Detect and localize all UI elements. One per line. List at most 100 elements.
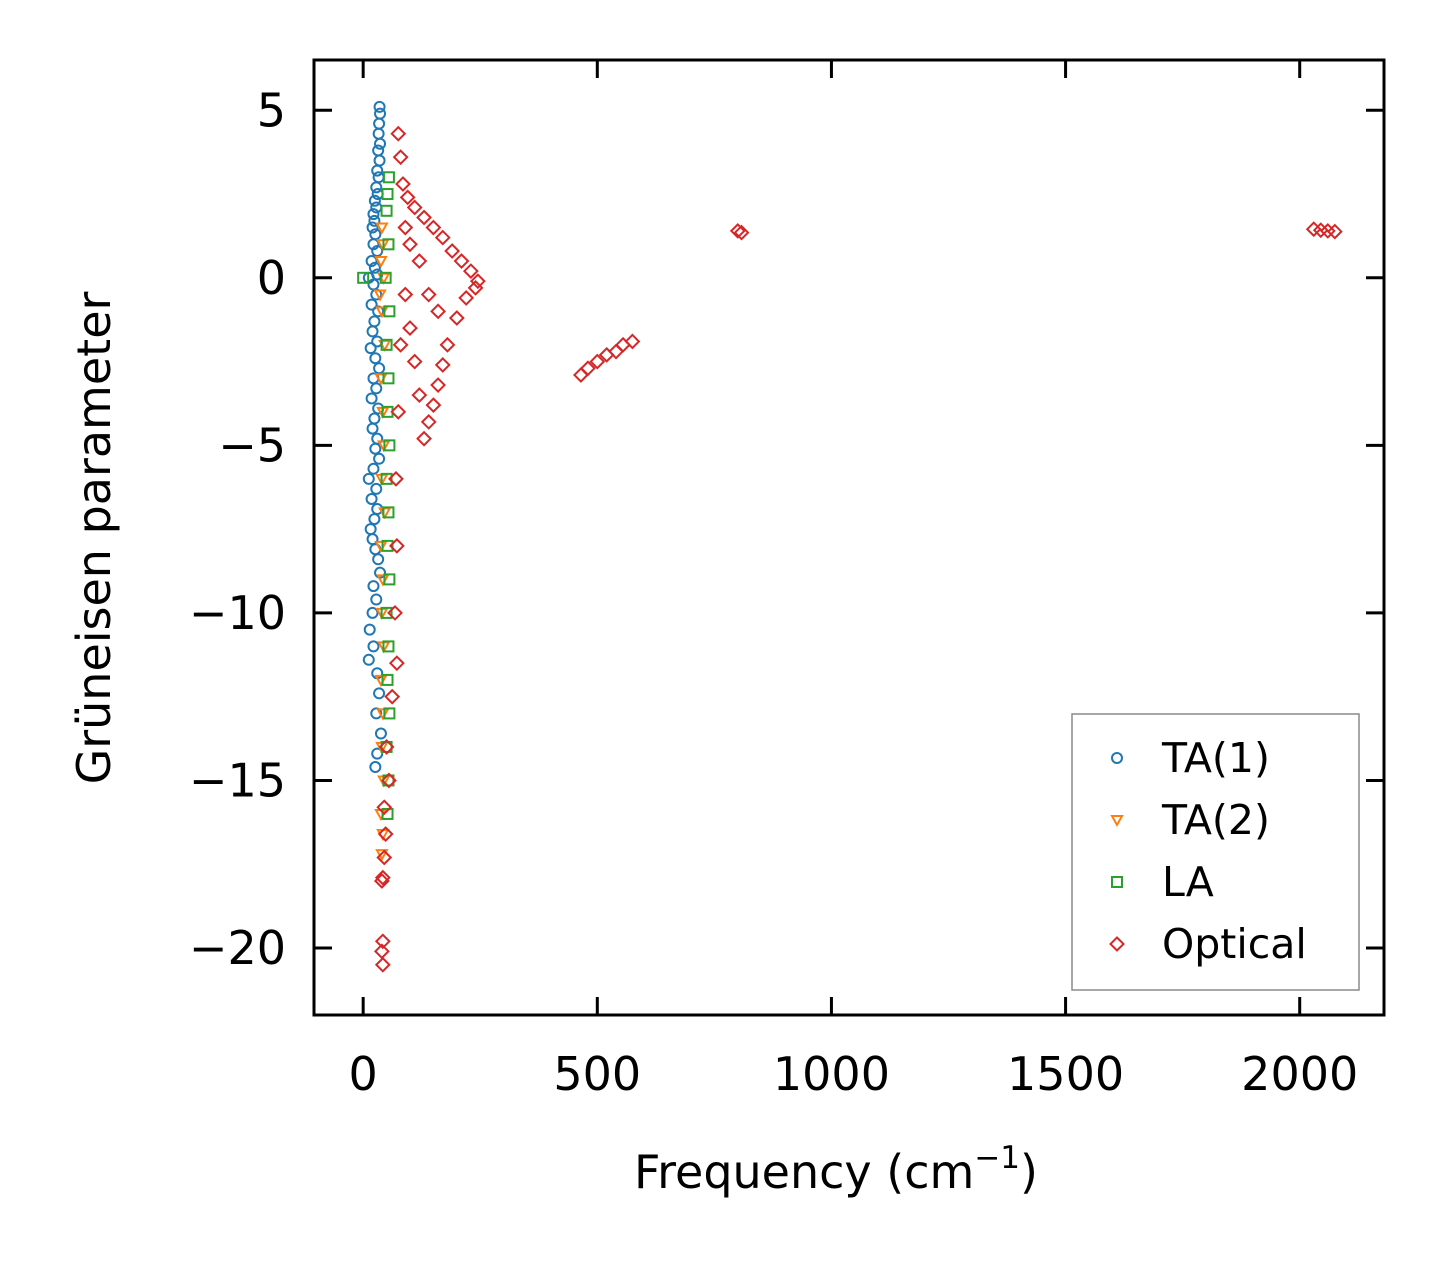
legend-label-ta-2: TA(2)	[1161, 796, 1270, 844]
point-ta-1	[365, 392, 378, 405]
point-la	[380, 740, 393, 753]
point-optical	[399, 189, 416, 206]
x-tick-label: 1500	[1007, 1047, 1124, 1101]
point-optical	[434, 357, 451, 373]
point-la	[382, 506, 395, 519]
point-optical	[406, 353, 423, 370]
point-optical	[378, 739, 395, 755]
point-ta-1	[368, 194, 381, 207]
y-tick-label: −5	[218, 418, 286, 472]
point-ta-2	[374, 256, 388, 269]
point-ta-1	[366, 422, 379, 435]
point-optical	[377, 826, 394, 842]
point-ta-1	[367, 462, 380, 475]
legend-marker-optical	[1109, 936, 1125, 952]
point-ta-2	[373, 289, 387, 302]
y-axis-label: Grüneisen parameter	[67, 291, 121, 784]
point-optical	[580, 360, 596, 377]
legend: TA(1) TA(2) LA Optical	[1071, 713, 1360, 991]
point-optical	[573, 367, 589, 383]
point-ta-1	[371, 747, 384, 760]
point-optical	[430, 377, 447, 393]
point-la	[382, 171, 395, 184]
point-optical	[388, 655, 405, 672]
point-optical	[453, 253, 470, 269]
point-optical	[469, 273, 486, 290]
point-ta-1	[369, 761, 382, 774]
point-optical	[376, 849, 393, 866]
point-ta-1	[370, 593, 383, 606]
point-la	[383, 573, 396, 586]
point-ta-1	[370, 482, 383, 495]
x-axis-label-close: )	[1020, 1145, 1038, 1199]
point-optical	[434, 229, 451, 246]
plot-frame	[312, 58, 1386, 1017]
point-optical	[376, 799, 393, 816]
x-axis-label-superscript: −1	[974, 1140, 1020, 1176]
y-tick-label: −10	[189, 586, 286, 640]
point-ta-1	[374, 727, 387, 740]
point-la	[382, 238, 395, 251]
point-ta-1	[374, 107, 387, 120]
point-la	[380, 204, 393, 217]
point-la	[380, 338, 393, 351]
point-optical	[462, 263, 479, 280]
point-optical	[420, 413, 437, 430]
point-la	[380, 472, 393, 485]
legend-label-ta-1: TA(1)	[1161, 734, 1270, 782]
point-optical	[384, 688, 401, 705]
point-ta-1	[368, 412, 381, 425]
point-optical	[374, 933, 391, 950]
point-ta-1	[368, 513, 381, 526]
point-ta-1	[368, 214, 381, 227]
point-ta-1	[373, 154, 386, 167]
point-ta-1	[373, 687, 386, 700]
point-la	[357, 271, 370, 284]
point-optical	[374, 956, 391, 973]
point-optical	[425, 219, 442, 236]
point-optical	[416, 209, 432, 226]
point-la	[382, 372, 395, 385]
x-tick-label: 2000	[1241, 1047, 1358, 1101]
legend-marker-ta-2	[1110, 815, 1124, 828]
point-optical	[589, 353, 606, 370]
point-ta-1	[370, 181, 383, 194]
point-ta-1	[367, 640, 380, 653]
point-optical	[402, 320, 418, 336]
x-tick-label: 1000	[773, 1047, 890, 1101]
point-optical	[381, 772, 397, 789]
point-ta-1	[365, 298, 378, 311]
point-la	[382, 640, 395, 653]
point-optical	[390, 403, 407, 420]
point-ta-1	[367, 208, 380, 221]
point-optical	[406, 199, 423, 216]
point-optical	[397, 219, 414, 236]
point-optical	[395, 176, 411, 192]
point-ta-1	[371, 245, 384, 257]
point-optical	[729, 222, 746, 239]
point-ta-1	[370, 382, 383, 395]
point-ta-1	[367, 580, 380, 593]
point-ta-1	[362, 653, 375, 666]
point-optical	[425, 397, 442, 414]
point-optical	[390, 125, 407, 142]
point-optical	[444, 243, 461, 259]
point-la	[383, 707, 396, 720]
legend-marker-la	[1111, 876, 1123, 888]
point-optical	[397, 286, 414, 303]
legend-entries: TA(1) TA(2) LA Optical	[1109, 734, 1307, 968]
point-la	[381, 807, 394, 820]
point-optical	[388, 470, 404, 487]
point-optical	[387, 604, 403, 621]
point-ta-1	[368, 315, 381, 328]
point-la	[383, 439, 396, 452]
point-la	[381, 188, 394, 201]
point-ta-1	[372, 127, 385, 140]
point-ta-1	[373, 452, 386, 465]
point-optical	[458, 289, 475, 306]
point-optical	[420, 286, 437, 303]
point-ta-1	[365, 255, 378, 268]
point-ta-1	[368, 261, 381, 274]
legend-label-la: LA	[1162, 858, 1214, 906]
legend-label-optical: Optical	[1162, 920, 1307, 968]
